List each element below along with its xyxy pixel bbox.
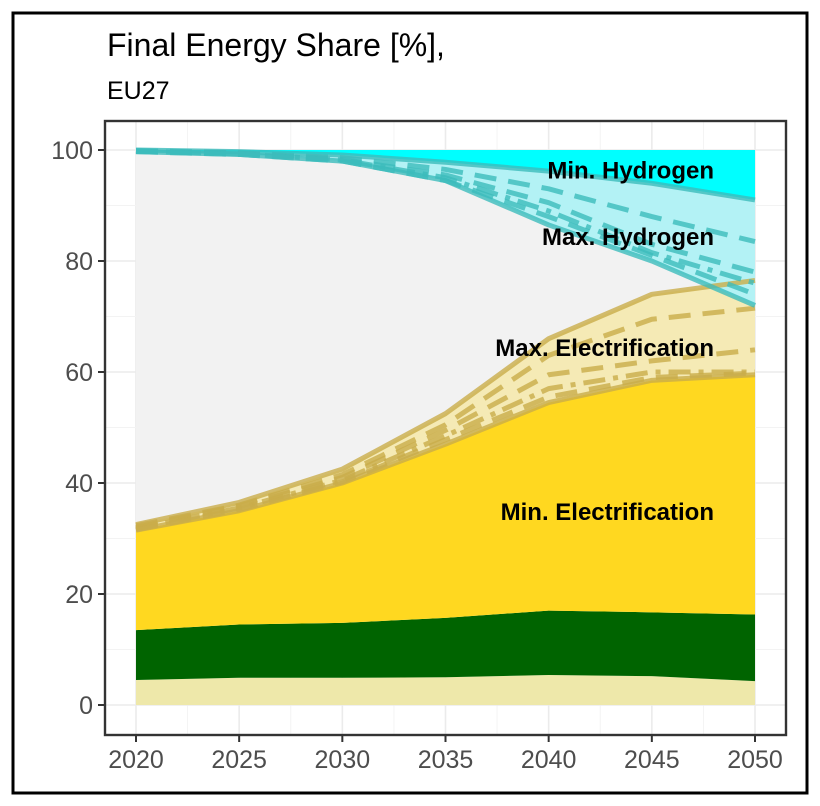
y-tick-label: 100 [51,137,93,165]
x-tick-label: 2035 [418,746,474,774]
chart-subtitle: EU27 [107,77,170,105]
x-tick-label: 2045 [624,746,680,774]
x-tick-label: 2030 [315,746,371,774]
area-band-1 [136,675,755,705]
area-band-4 [136,280,755,531]
electrification-scenario-line-1 [135,277,756,528]
y-tick-label: 80 [65,248,93,276]
x-tick-label: 2020 [108,746,164,774]
annotation-label: Min. Hydrogen [547,157,714,184]
chart-title: Final Energy Share [%], [107,27,445,63]
annotation-label: Max. Electrification [495,335,714,362]
area-band-7 [136,150,755,200]
scenario-lines [135,147,756,533]
hydrogen-scenario-line-6 [135,149,756,308]
electrification-scenario-line-6 [135,372,756,533]
annotation-label: Min. Electrification [501,499,714,526]
y-tick-label: 60 [65,359,93,387]
area-band-2 [136,610,755,682]
y-tick-label: 20 [65,581,93,609]
y-tick-label: 40 [65,470,93,498]
annotations: Min. Hydrogen Max. Hydrogen Max. Electrifi… [495,157,714,525]
area-band-6 [136,150,755,306]
area-band-3 [136,374,755,631]
annotation-label: Max. Hydrogen [542,224,714,251]
x-tick-label: 2025 [211,746,267,774]
y-tick-label: 0 [79,692,93,720]
x-tick-label: 2040 [521,746,577,774]
x-tick-label: 2050 [727,746,783,774]
